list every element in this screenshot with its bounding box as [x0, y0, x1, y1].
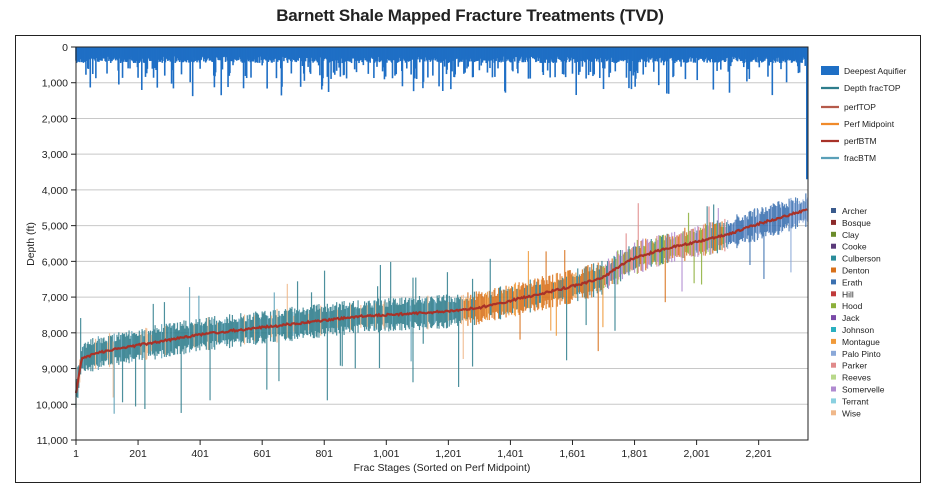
y-tick-label: 5,000: [42, 221, 68, 233]
county-swatch: [831, 338, 836, 344]
chart-title: Barnett Shale Mapped Fracture Treatments…: [276, 6, 664, 25]
y-tick-label: 8,000: [42, 328, 68, 340]
county-swatch: [831, 362, 836, 368]
x-tick-label: 1,201: [435, 448, 461, 460]
x-tick-label: 601: [253, 448, 271, 460]
x-tick-label: 1,001: [373, 448, 399, 460]
y-tick-label: 11,000: [37, 435, 68, 447]
county-swatch: [831, 279, 836, 285]
legend-entry: perfTOP: [844, 102, 876, 112]
frac-series: [75, 193, 809, 414]
perf-midpoint-trend: [74, 208, 808, 394]
legend-entry: Depth fracTOP: [844, 83, 901, 93]
x-tick-label: 1,601: [559, 448, 585, 460]
legend-entry: Perf Midpoint: [844, 119, 895, 129]
y-tick-label: 6,000: [42, 256, 68, 268]
county-entry: Terrant: [842, 396, 869, 406]
county-swatch: [831, 291, 836, 297]
county-entry: Wise: [842, 408, 861, 418]
x-tick-label: 401: [191, 448, 209, 460]
perf-midpoint-line: [74, 208, 808, 394]
county-swatch: [831, 315, 836, 321]
county-entry: Denton: [842, 266, 870, 276]
county-entry: Bosque: [842, 218, 871, 228]
x-axis-label: Frac Stages (Sorted on Perf Midpoint): [354, 462, 531, 474]
y-tick-label: 9,000: [42, 364, 68, 376]
y-tick-label: 10,000: [36, 399, 68, 411]
y-tick-label: 2,000: [42, 113, 68, 125]
county-entry: Jack: [842, 313, 860, 323]
x-tick-label: 201: [129, 448, 147, 460]
county-legend: Archer Bosque Clay Cooke Culberson DentonErat…: [831, 206, 885, 418]
y-tick-label: 1,000: [42, 78, 68, 90]
aquifer-series: [75, 47, 809, 180]
x-tick-label: 801: [315, 448, 333, 460]
county-entry: Hood: [842, 301, 863, 311]
county-entry: Cooke: [842, 242, 867, 252]
legend-swatch: [821, 66, 839, 75]
county-swatch: [831, 350, 836, 356]
county-entry: Parker: [842, 361, 867, 371]
county-swatch: [831, 208, 836, 213]
x-tick-label: 1,401: [497, 448, 523, 460]
y-tick-label: 3,000: [42, 149, 68, 161]
y-tick-label: 7,000: [42, 292, 68, 304]
legend-entry: Deepest Aquifier: [844, 66, 907, 76]
county-swatch: [831, 386, 836, 392]
county-swatch: [831, 398, 836, 404]
county-swatch: [831, 267, 836, 273]
county-entry: Clay: [842, 230, 860, 240]
county-entry: Montague: [842, 337, 880, 347]
plot-area: [75, 46, 809, 441]
x-tick-label: 2,001: [683, 448, 709, 460]
county-swatch: [831, 231, 836, 237]
county-swatch: [831, 243, 836, 249]
county-entry: Erath: [842, 277, 863, 287]
x-tick-label: 2,201: [746, 448, 772, 460]
y-axis-label: Depth (ft): [25, 222, 37, 266]
series-legend: Deepest Aquifier Depth fracTOP perfTOP Perf…: [821, 66, 907, 163]
county-entry: Johnson: [842, 325, 874, 335]
county-entry: Reeves: [842, 373, 871, 383]
county-entry: Palo Pinto: [842, 349, 881, 359]
x-tick-label: 1: [73, 448, 79, 460]
county-entry: Culberson: [842, 254, 881, 264]
axes: [71, 46, 809, 445]
county-entry: Archer: [842, 206, 867, 216]
county-swatch: [831, 303, 836, 309]
county-swatch: [831, 219, 836, 225]
county-swatch: [831, 410, 836, 416]
tick-labels: 0 1,000 2,000 3,000 4,000 5,000 6,000 7,000 8,00…: [36, 42, 772, 460]
y-tick-label: 0: [62, 42, 68, 54]
county-swatch: [831, 374, 836, 380]
county-swatch: [831, 327, 836, 332]
county-entry: Hill: [842, 289, 854, 299]
x-tick-label: 1,801: [621, 448, 647, 460]
chart-frame: [15, 35, 921, 483]
county-entry: Somervelle: [842, 385, 885, 395]
county-swatch: [831, 255, 836, 261]
legend-entry: perfBTM: [844, 136, 877, 146]
y-tick-label: 4,000: [42, 185, 68, 197]
legend-entry: fracBTM: [844, 153, 876, 163]
